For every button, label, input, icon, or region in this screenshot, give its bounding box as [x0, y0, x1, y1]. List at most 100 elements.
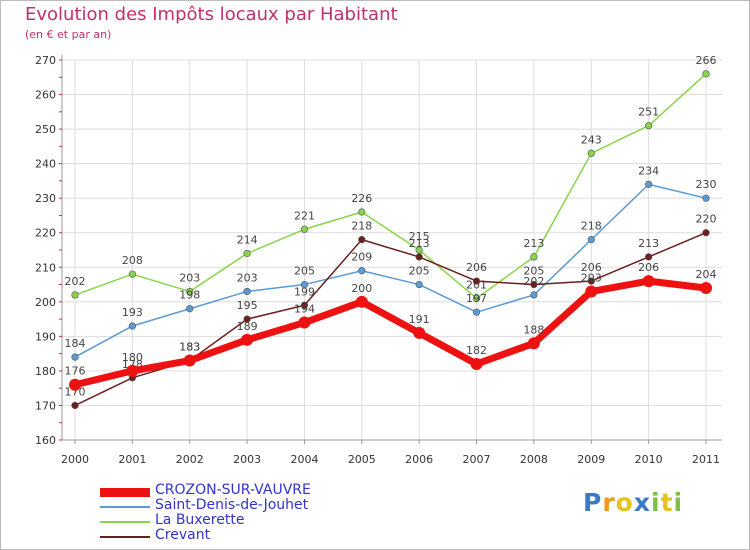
data-point	[702, 229, 710, 237]
data-label: 200	[351, 282, 372, 295]
data-point	[530, 253, 538, 261]
data-point	[241, 333, 254, 346]
logo-letter: o	[615, 488, 634, 517]
data-label: 183	[179, 341, 200, 354]
data-label: 180	[122, 351, 143, 364]
data-point	[413, 326, 426, 339]
data-label: 176	[65, 365, 86, 378]
data-point	[186, 305, 194, 313]
data-point	[186, 287, 194, 296]
data-point	[71, 401, 79, 410]
data-label: 199	[294, 285, 315, 298]
data-label: 204	[696, 268, 717, 281]
data-label: 184	[65, 337, 86, 350]
data-point	[645, 122, 653, 130]
data-point	[415, 246, 423, 254]
data-label: 215	[409, 230, 430, 243]
legend-swatch-saint-denis	[100, 505, 150, 508]
x-tick-label: 2004	[290, 453, 318, 466]
data-label: 203	[581, 271, 602, 284]
data-label: 208	[122, 254, 143, 267]
data-point	[298, 316, 311, 329]
data-point	[470, 358, 483, 370]
x-tick-label: 2011	[692, 453, 720, 466]
data-point	[358, 236, 366, 244]
data-label: 251	[638, 106, 659, 119]
data-label: 209	[351, 251, 372, 264]
data-point	[243, 249, 251, 258]
data-label: 182	[466, 344, 487, 357]
data-point	[587, 236, 595, 244]
data-label: 218	[581, 220, 602, 233]
data-label: 218	[351, 220, 372, 233]
y-tick-label: 250	[35, 123, 56, 136]
logo-letter: P	[583, 488, 603, 517]
data-label: 220	[696, 213, 717, 226]
data-point	[300, 225, 309, 233]
data-label: 205	[523, 265, 544, 278]
legend-swatch-crozon	[100, 487, 150, 497]
data-label: 189	[237, 320, 258, 333]
logo-letter: r	[602, 488, 616, 517]
data-label: 221	[294, 209, 315, 222]
data-label: 205	[294, 265, 315, 278]
x-tick-label: 2000	[61, 453, 89, 466]
data-point	[702, 194, 710, 202]
data-point	[585, 285, 598, 298]
y-tick-label: 220	[35, 227, 56, 240]
data-point	[415, 253, 423, 261]
data-label: 191	[409, 313, 430, 326]
series-line	[74, 73, 707, 300]
data-point	[530, 291, 538, 299]
data-point	[71, 353, 79, 361]
data-point	[472, 277, 481, 285]
y-tick-label: 160	[35, 434, 56, 447]
data-point	[358, 208, 366, 216]
y-tick-label: 240	[35, 158, 56, 171]
data-point	[243, 315, 251, 323]
chart-subtitle: (en € et par an)	[25, 28, 112, 41]
chart-title: Evolution des Impôts locaux par Habitant	[25, 4, 398, 25]
y-tick-label: 170	[35, 399, 56, 412]
data-label: 206	[581, 261, 602, 274]
legend-label-crevant: Crevant	[155, 527, 211, 543]
data-label: 202	[65, 275, 86, 288]
data-point	[355, 295, 368, 308]
data-label: 226	[351, 192, 372, 205]
data-label: 213	[638, 237, 659, 250]
data-point	[128, 322, 136, 330]
y-tick-label: 180	[35, 365, 56, 378]
data-label: 170	[65, 385, 86, 398]
data-label: 243	[581, 133, 602, 146]
proxiti-logo: Proxiti	[583, 488, 683, 517]
logo-letter: x	[633, 488, 651, 517]
series-line	[71, 277, 710, 389]
data-point	[702, 70, 710, 78]
data-label: 203	[179, 271, 200, 284]
data-point	[472, 308, 481, 316]
data-label: 206	[466, 261, 487, 274]
x-tick-label: 2001	[118, 453, 146, 466]
data-point	[645, 180, 653, 188]
legend-label-saint-denis: Saint-Denis-de-Jouhet	[155, 497, 309, 513]
y-tick-label: 190	[35, 330, 56, 343]
x-tick-label: 2002	[176, 453, 204, 466]
data-point	[358, 267, 366, 275]
data-point	[415, 280, 423, 289]
data-point	[587, 277, 595, 285]
data-label: 188	[523, 323, 544, 336]
data-label: 197	[466, 292, 487, 305]
logo-letter: i	[673, 488, 684, 517]
legend-label-la-buxerette: La Buxerette	[155, 512, 245, 528]
data-label: 213	[409, 237, 430, 250]
data-label: 213	[523, 237, 544, 250]
data-label: 198	[179, 289, 200, 302]
x-tick-label: 2008	[520, 453, 548, 466]
data-label: 193	[122, 306, 143, 319]
data-point	[183, 354, 196, 367]
legend-swatch-crevant	[100, 535, 150, 538]
y-tick-label: 270	[35, 54, 56, 67]
data-label: 205	[409, 265, 430, 278]
data-point	[700, 282, 712, 294]
